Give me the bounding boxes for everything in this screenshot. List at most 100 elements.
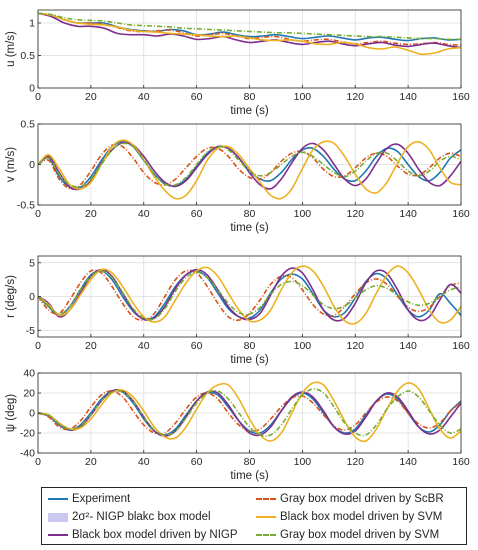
x-tick-label: 160 <box>452 91 470 103</box>
series-group <box>38 381 461 443</box>
x-tick-label: 100 <box>294 340 312 352</box>
y-tick-label: 1 <box>29 18 35 30</box>
y-tick-label: 0 <box>29 83 35 95</box>
legend-label: Gray box model driven by SVM <box>280 529 440 541</box>
x-tick-label: 40 <box>138 456 150 468</box>
figure: 0 20 40 60 80 100 120 140 160 0 0.5 1 time (s) u (m/s… <box>5 9 470 483</box>
y-axis-label: r (deg/s) <box>5 275 17 318</box>
legend: Experiment Gray box model driven by ScBR… <box>41 487 467 545</box>
series-line-svm <box>38 265 461 325</box>
y-axis-label: v (m/s) <box>5 147 17 182</box>
legend-label: Black box model driven by SVM <box>280 511 443 523</box>
y-tick-label: 0 <box>29 408 35 420</box>
series-line-gray-svm <box>38 142 461 188</box>
legend-item-nigp: Black box model driven by NIGP <box>48 527 238 543</box>
y-tick-label: 0 <box>29 291 35 303</box>
series-line-svm <box>38 12 461 56</box>
series-line-gray-svm <box>38 12 461 41</box>
legend-item-gray-scbr: Gray box model driven by ScBR <box>256 491 444 507</box>
x-tick-label: 160 <box>452 456 470 468</box>
x-tick-label: 80 <box>244 340 256 352</box>
x-tick-label: 140 <box>399 208 417 220</box>
series-group <box>38 12 461 56</box>
x-tick-label: 60 <box>191 208 203 220</box>
x-tick-label: 0 <box>35 340 41 352</box>
x-tick-label: 80 <box>244 91 256 103</box>
series-line-gray-scbr <box>38 143 461 190</box>
x-tick-label: 80 <box>244 456 256 468</box>
x-tick-label: 100 <box>294 208 312 220</box>
subplot-4: 0 20 40 60 80 100 120 140 160 -40 -20 0 20 40 time (s)… <box>5 368 470 483</box>
legend-swatch <box>48 534 68 536</box>
x-tick-label: 80 <box>244 208 256 220</box>
x-tick-label: 60 <box>191 340 203 352</box>
legend-label: Black box model driven by NIGP <box>72 529 238 541</box>
x-tick-label: 140 <box>399 91 417 103</box>
legend-label: Experiment <box>72 493 131 505</box>
y-tick-label: 20 <box>23 388 35 400</box>
x-tick-label: 140 <box>399 456 417 468</box>
x-tick-label: 100 <box>294 91 312 103</box>
x-tick-label: 20 <box>85 456 97 468</box>
x-tick-label: 160 <box>452 340 470 352</box>
legend-swatch <box>256 498 276 500</box>
x-tick-label: 100 <box>294 456 312 468</box>
y-tick-label: -40 <box>20 448 35 460</box>
series-line-gray-svm <box>38 388 461 437</box>
x-axis-label: time (s) <box>230 105 269 117</box>
x-axis-label: time (s) <box>230 354 269 366</box>
y-tick-label: -0.5 <box>17 200 35 212</box>
x-tick-label: 40 <box>138 340 150 352</box>
series-group <box>38 265 461 325</box>
y-tick-label: 0.5 <box>20 50 35 62</box>
legend-label: 2σ²- NIGP blakc box model <box>72 511 211 523</box>
x-tick-label: 20 <box>85 208 97 220</box>
legend-swatch <box>256 516 276 518</box>
y-tick-label: 0.5 <box>20 119 35 131</box>
x-tick-label: 40 <box>138 208 150 220</box>
series-line-svm <box>38 139 461 200</box>
series-line-nigp <box>38 267 461 322</box>
legend-swatch <box>256 534 276 536</box>
subplot-1: 0 20 40 60 80 100 120 140 160 0 0.5 1 time (s) u (m/s… <box>5 9 470 117</box>
x-tick-label: 0 <box>35 456 41 468</box>
series-group <box>38 139 461 200</box>
x-tick-label: 60 <box>191 456 203 468</box>
y-axis-label: ψ (deg) <box>5 394 17 432</box>
x-tick-label: 120 <box>346 456 364 468</box>
series-line-experiment <box>38 269 461 321</box>
legend-item-svm: Black box model driven by SVM <box>256 509 442 525</box>
legend-item-gray-svm: Gray box model driven by SVM <box>256 527 439 543</box>
legend-patch <box>48 512 68 522</box>
x-tick-label: 20 <box>85 91 97 103</box>
x-tick-label: 120 <box>346 208 364 220</box>
legend-label: Gray box model driven by ScBR <box>280 493 444 505</box>
series-line-gray-svm <box>38 270 461 321</box>
legend-item-experiment: Experiment <box>48 491 130 507</box>
y-tick-label: 5 <box>29 257 35 269</box>
x-axis-label: time (s) <box>230 470 269 482</box>
x-tick-label: 0 <box>35 208 41 220</box>
x-tick-label: 160 <box>452 208 470 220</box>
series-line-svm <box>38 381 461 443</box>
y-axis-label: u (m/s) <box>5 31 17 67</box>
x-tick-label: 40 <box>138 91 150 103</box>
y-tick-label: 40 <box>23 368 35 380</box>
x-tick-label: 60 <box>191 91 203 103</box>
y-tick-label: -5 <box>26 325 35 337</box>
legend-item-nigp-band: 2σ²- NIGP blakc box model <box>48 509 211 525</box>
x-axis-label: time (s) <box>230 222 269 234</box>
series-line-experiment <box>38 12 461 42</box>
legend-swatch <box>48 498 68 500</box>
series-line-nigp <box>38 12 461 49</box>
series-line-gray-scbr <box>38 390 461 435</box>
y-tick-label: -20 <box>20 428 35 440</box>
x-tick-label: 0 <box>35 91 41 103</box>
x-tick-label: 140 <box>399 340 417 352</box>
x-tick-label: 20 <box>85 340 97 352</box>
x-tick-label: 120 <box>346 340 364 352</box>
y-tick-label: 0 <box>29 159 35 171</box>
x-tick-label: 120 <box>346 91 364 103</box>
